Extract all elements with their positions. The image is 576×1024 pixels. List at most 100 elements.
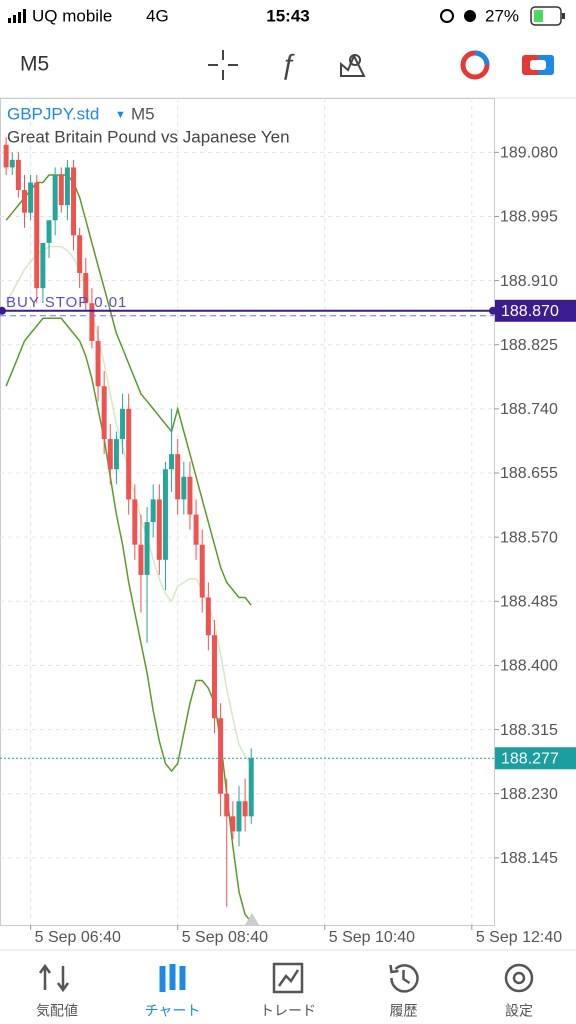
y-tick-label: 188.655 bbox=[500, 465, 558, 482]
chart: BUY STOP 0.01 GBPJPY.std ▼ M5 Great Brit… bbox=[0, 98, 576, 946]
symbol-description: Great Britain Pound vs Japanese Yen bbox=[7, 127, 290, 146]
candle-body bbox=[230, 816, 236, 832]
y-tick-label: 188.315 bbox=[500, 722, 558, 739]
y-tick-label: 188.230 bbox=[500, 786, 558, 803]
plot-border bbox=[0, 98, 495, 926]
band-upper bbox=[5, 174, 252, 606]
order-handle bbox=[0, 306, 6, 315]
signal bbox=[8, 9, 26, 23]
battery-level: 27% bbox=[485, 6, 519, 25]
candle-body bbox=[89, 303, 95, 341]
chart-timeframe: M5 bbox=[131, 104, 155, 123]
nav-icon bbox=[389, 964, 419, 993]
candle-body bbox=[162, 469, 168, 560]
candle-body bbox=[156, 499, 162, 560]
nav-icon bbox=[38, 963, 70, 993]
bid-price: 188.277 bbox=[501, 750, 559, 767]
candle-body bbox=[107, 439, 113, 470]
nav-item[interactable]: チャート bbox=[145, 964, 201, 1019]
candle-body bbox=[9, 159, 15, 168]
alarm-icon bbox=[464, 10, 476, 22]
lock-icon bbox=[440, 9, 454, 23]
y-tick-label: 188.485 bbox=[500, 594, 558, 611]
candle-body bbox=[205, 597, 211, 636]
nav-item[interactable]: 気配値 bbox=[36, 963, 78, 1019]
candle-body bbox=[211, 635, 217, 719]
candle-body bbox=[64, 167, 70, 206]
candle-body bbox=[138, 544, 144, 575]
nav-label: トレード bbox=[260, 1003, 316, 1019]
order-label: BUY STOP 0.01 bbox=[6, 294, 127, 311]
y-tick-label: 188.825 bbox=[500, 337, 558, 354]
order-handle-right bbox=[489, 306, 497, 315]
candle-body bbox=[132, 499, 138, 545]
x-tick-label: 5 Sep 10:40 bbox=[329, 929, 415, 946]
candle-body bbox=[52, 174, 58, 221]
nav-icon bbox=[272, 962, 304, 994]
symbol-dropdown[interactable]: ▼ bbox=[115, 109, 126, 121]
y-tick-label: 188.570 bbox=[500, 529, 558, 546]
candle-body bbox=[113, 439, 119, 470]
candle-body bbox=[15, 159, 21, 191]
candle-body bbox=[175, 454, 181, 500]
band-lower bbox=[5, 317, 252, 923]
candle-body bbox=[150, 499, 156, 523]
oneclick-button[interactable] bbox=[522, 55, 554, 75]
order-price: 188.870 bbox=[501, 303, 559, 320]
objects-button[interactable] bbox=[340, 53, 366, 77]
battery-icon bbox=[530, 6, 565, 26]
candle-body bbox=[242, 801, 248, 817]
nav-item[interactable]: 履歴 bbox=[389, 964, 419, 1019]
x-tick-label: 5 Sep 06:40 bbox=[35, 929, 121, 946]
candle-body bbox=[34, 182, 40, 289]
y-tick-label: 189.080 bbox=[500, 145, 558, 162]
candle-body bbox=[22, 190, 28, 213]
indicators-button[interactable]: ƒ bbox=[280, 48, 296, 79]
y-tick-label: 188.740 bbox=[500, 401, 558, 418]
timeframe-button[interactable]: M5 bbox=[20, 53, 49, 76]
trade-button[interactable] bbox=[460, 50, 490, 80]
candle-body bbox=[126, 408, 132, 500]
candle-body bbox=[193, 514, 199, 545]
candle-body bbox=[77, 235, 83, 274]
y-tick-label: 188.400 bbox=[500, 658, 558, 675]
network: 4G bbox=[146, 6, 169, 25]
candle-body bbox=[199, 544, 205, 598]
bid-price-box bbox=[495, 747, 576, 770]
candle-body bbox=[71, 167, 77, 236]
x-tick-label: 5 Sep 08:40 bbox=[182, 929, 268, 946]
bottom-nav: 気配値 チャート トレード 履歴 設定 bbox=[36, 962, 534, 1019]
symbol[interactable]: GBPJPY.std bbox=[7, 104, 99, 123]
carrier: UQ mobile bbox=[32, 6, 112, 25]
candle-body bbox=[181, 476, 187, 500]
y-tick-label: 188.995 bbox=[500, 209, 558, 226]
clock: 15:43 bbox=[266, 6, 309, 25]
order-price-box bbox=[495, 299, 576, 322]
candle-body bbox=[169, 454, 175, 470]
nav-label: 設定 bbox=[505, 1003, 533, 1019]
candle-body bbox=[144, 522, 150, 575]
candle-body bbox=[58, 174, 64, 206]
nav-icon bbox=[504, 963, 534, 993]
x-tick-label: 5 Sep 12:40 bbox=[476, 929, 562, 946]
candle-body bbox=[187, 476, 193, 515]
y-tick-label: 188.910 bbox=[500, 273, 558, 290]
nav-label: チャート bbox=[145, 1003, 201, 1019]
nav-item[interactable]: トレード bbox=[260, 962, 316, 1019]
nav-label: 履歴 bbox=[390, 1003, 418, 1019]
candle-body bbox=[28, 182, 34, 213]
candle-body bbox=[40, 242, 46, 289]
y-tick-label: 188.145 bbox=[500, 850, 558, 867]
nav-icon bbox=[159, 964, 186, 992]
candle-body bbox=[218, 718, 224, 794]
scroll-marker bbox=[245, 913, 259, 925]
plot: BUY STOP 0.01 bbox=[0, 98, 499, 930]
candle-body bbox=[236, 801, 242, 832]
candle-body bbox=[224, 793, 230, 817]
candle-body bbox=[101, 386, 107, 440]
candle-body bbox=[3, 144, 9, 168]
nav-item[interactable]: 設定 bbox=[504, 963, 534, 1019]
nav-label: 気配値 bbox=[36, 1003, 78, 1019]
crosshair-button[interactable] bbox=[208, 50, 238, 80]
